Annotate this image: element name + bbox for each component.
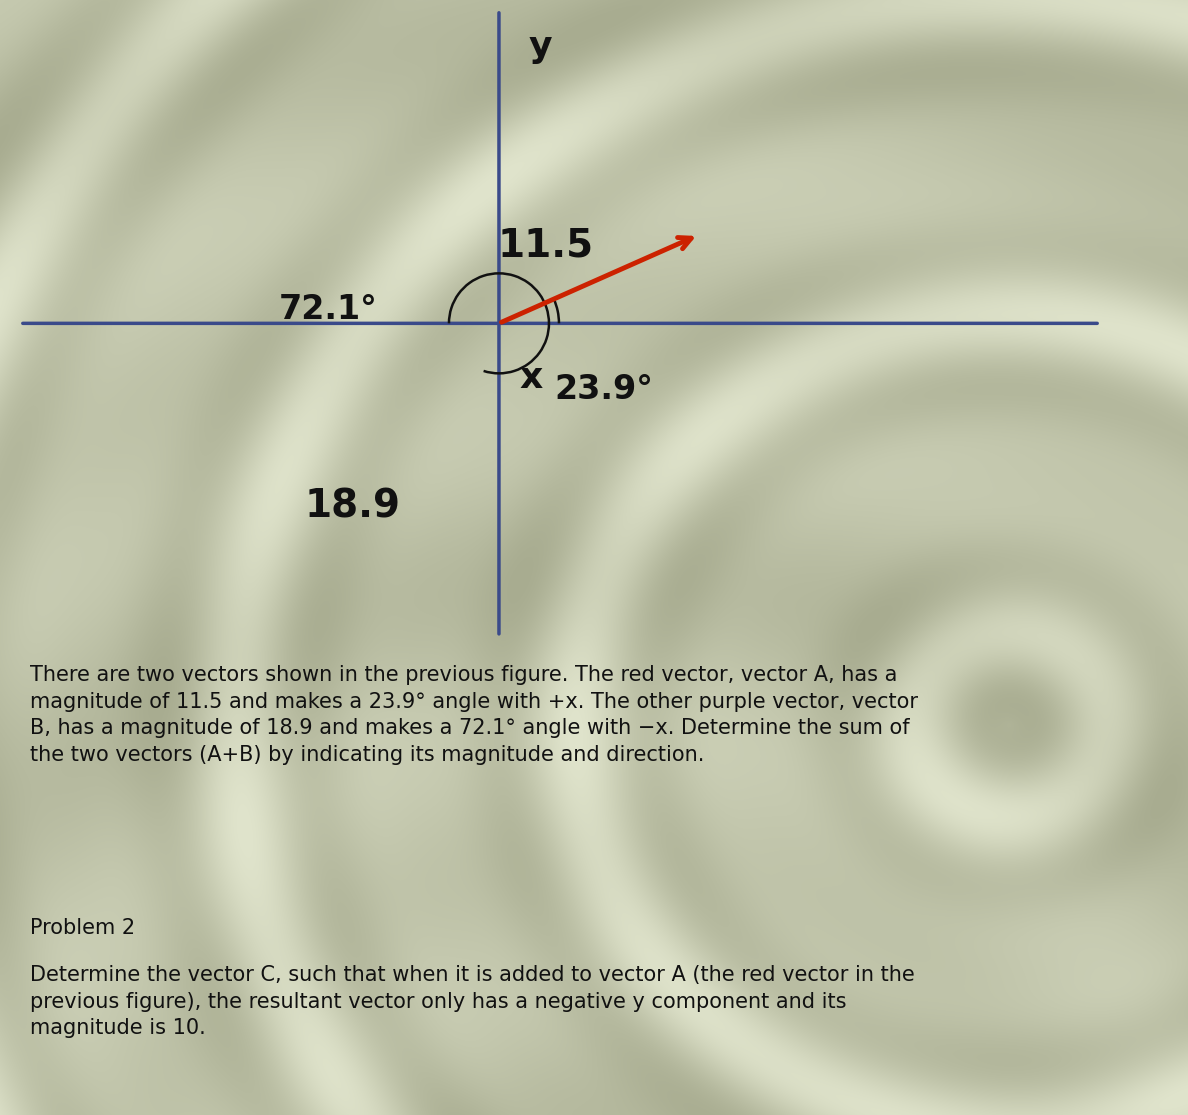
Text: x: x [519, 361, 542, 396]
Text: 23.9°: 23.9° [554, 374, 653, 406]
Text: 11.5: 11.5 [498, 226, 594, 264]
Text: y: y [529, 30, 552, 64]
Text: Problem 2: Problem 2 [30, 919, 134, 939]
Text: 72.1°: 72.1° [279, 293, 378, 327]
Text: Determine the vector C, such that when it is added to vector A (the red vector i: Determine the vector C, such that when i… [30, 966, 915, 1038]
Text: There are two vectors shown in the previous figure. The red vector, vector A, ha: There are two vectors shown in the previ… [30, 666, 917, 765]
Text: 18.9: 18.9 [304, 487, 400, 525]
